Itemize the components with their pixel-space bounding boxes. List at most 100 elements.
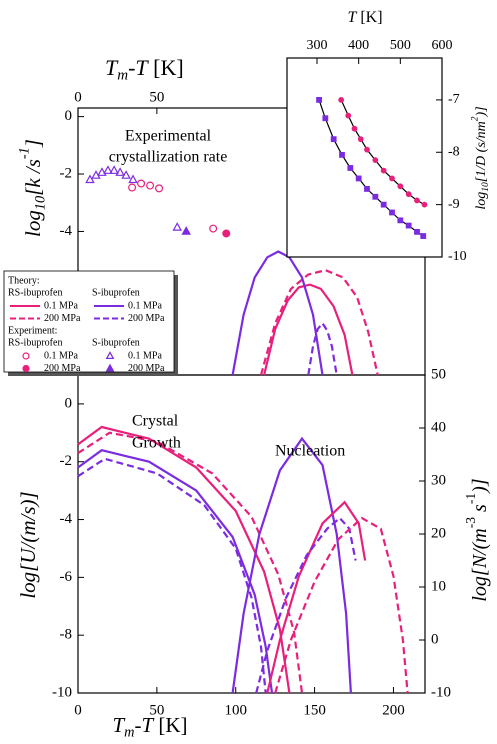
y-tick-label: 10 (431, 578, 446, 594)
y-axis-title-part: log (474, 192, 489, 210)
marker (389, 209, 395, 216)
marker (330, 136, 337, 143)
y-axis-title-part: -1 (17, 147, 33, 159)
legend-marker (105, 363, 115, 372)
y-tick-label: -6 (60, 569, 73, 585)
marker (414, 228, 420, 235)
annotation: Crystal (132, 413, 179, 430)
marker (380, 201, 387, 208)
x-tick-label: 200 (382, 702, 405, 718)
x-tick-label: 0 (74, 702, 82, 718)
y-axis-title: log10[k /s-1] (17, 139, 49, 237)
series-line (259, 269, 379, 376)
y-tick-label: 30 (431, 472, 446, 488)
marker (397, 183, 404, 190)
legend-label: 200 MPa (128, 363, 165, 374)
x-tick-label: 600 (432, 38, 453, 53)
x-tick-label: 0 (74, 89, 82, 105)
y-tick-label: -2 (60, 165, 73, 181)
marker (380, 167, 387, 174)
marker (357, 136, 364, 143)
y-tick-label: -9 (448, 197, 460, 212)
x-tick-label: 300 (307, 38, 328, 53)
y-tick-label: -10 (431, 684, 451, 700)
marker (420, 233, 427, 239)
y-tick-label: 0 (65, 108, 73, 124)
marker (155, 184, 164, 193)
x-axis-title-part: -T (128, 55, 149, 80)
marker (405, 222, 412, 229)
x-tick-label: 100 (224, 702, 247, 718)
y-tick-label: 50 (431, 366, 446, 382)
marker (338, 96, 345, 103)
x-tick-label: 400 (348, 38, 369, 53)
marker (339, 151, 345, 158)
marker (355, 175, 362, 182)
marker (109, 165, 119, 174)
marker (128, 174, 138, 184)
legend-marker (105, 351, 115, 359)
y-tick-label: -8 (448, 144, 460, 159)
legend-box (3, 270, 175, 373)
x-axis-title-part: [K] (153, 713, 187, 737)
y-axis-title: log[U/(m/s)] (16, 491, 40, 598)
marker (97, 167, 107, 176)
legend-group: RS-ibuprofen (8, 287, 62, 298)
y-tick-label: 0 (65, 395, 73, 411)
y-tick-label: -10 (448, 249, 467, 264)
series-line (255, 516, 357, 694)
y-tick-label: -7 (448, 92, 460, 107)
series-line (231, 250, 324, 376)
marker (405, 191, 412, 198)
marker (103, 165, 113, 174)
y2-axis-title-part: -3 (463, 517, 478, 529)
y-axis-title-part: )] (474, 106, 489, 117)
y2-axis-title-part: log[N/(m (469, 528, 491, 601)
x-axis-title-part: [K] (356, 9, 382, 26)
legend-marker (22, 364, 30, 373)
y-axis-title-part: [1/D (s/nm (474, 121, 489, 182)
legend-label: 0.1 MPa (44, 350, 78, 361)
y-tick-label: 0 (431, 631, 439, 647)
y2-axis-title-part: -1 (463, 493, 478, 504)
marker (209, 224, 218, 233)
x-axis-title: T [K] (347, 9, 382, 26)
y-tick-label: 20 (431, 525, 446, 541)
marker (128, 183, 137, 192)
marker (389, 175, 395, 182)
legend-group: RS-ibuprofen (8, 337, 62, 348)
marker (364, 146, 370, 153)
marker (414, 197, 420, 204)
annotation: Nucleation (275, 443, 345, 460)
marker (421, 201, 428, 208)
x-axis-title-part: [K] (148, 55, 184, 80)
series-line (77, 457, 267, 694)
legend-group: S-ibuprofen (92, 287, 140, 298)
marker (222, 229, 231, 238)
x-tick-label: 500 (390, 38, 411, 53)
series-line (307, 321, 338, 376)
annotation: crystallization rate (109, 149, 228, 166)
series-line (77, 425, 291, 694)
legend-label: 200 MPa (128, 313, 165, 324)
x-axis-title-part: T (105, 55, 119, 80)
marker (364, 186, 370, 192)
y2-axis-title-part: s (469, 504, 491, 517)
legend-group: S-ibuprofen (92, 337, 140, 348)
y-tick-label: -2 (60, 453, 73, 469)
series-line (77, 449, 274, 694)
marker (397, 217, 404, 224)
x-axis-title-part: T (347, 9, 357, 26)
x-axis-title-part: -T (134, 713, 154, 737)
annotation: Growth (132, 435, 181, 452)
y-axis-title-part: 2 (471, 116, 481, 121)
x-axis-title-part: m (124, 725, 134, 741)
x-tick-label: 50 (149, 89, 164, 105)
y2-axis-title: log[N/(m-3 s-1)] (463, 478, 490, 601)
marker (345, 112, 352, 119)
marker (146, 181, 155, 190)
marker (351, 125, 358, 132)
y-tick-label: -4 (60, 223, 73, 239)
series-line (266, 500, 367, 694)
marker (172, 222, 182, 231)
